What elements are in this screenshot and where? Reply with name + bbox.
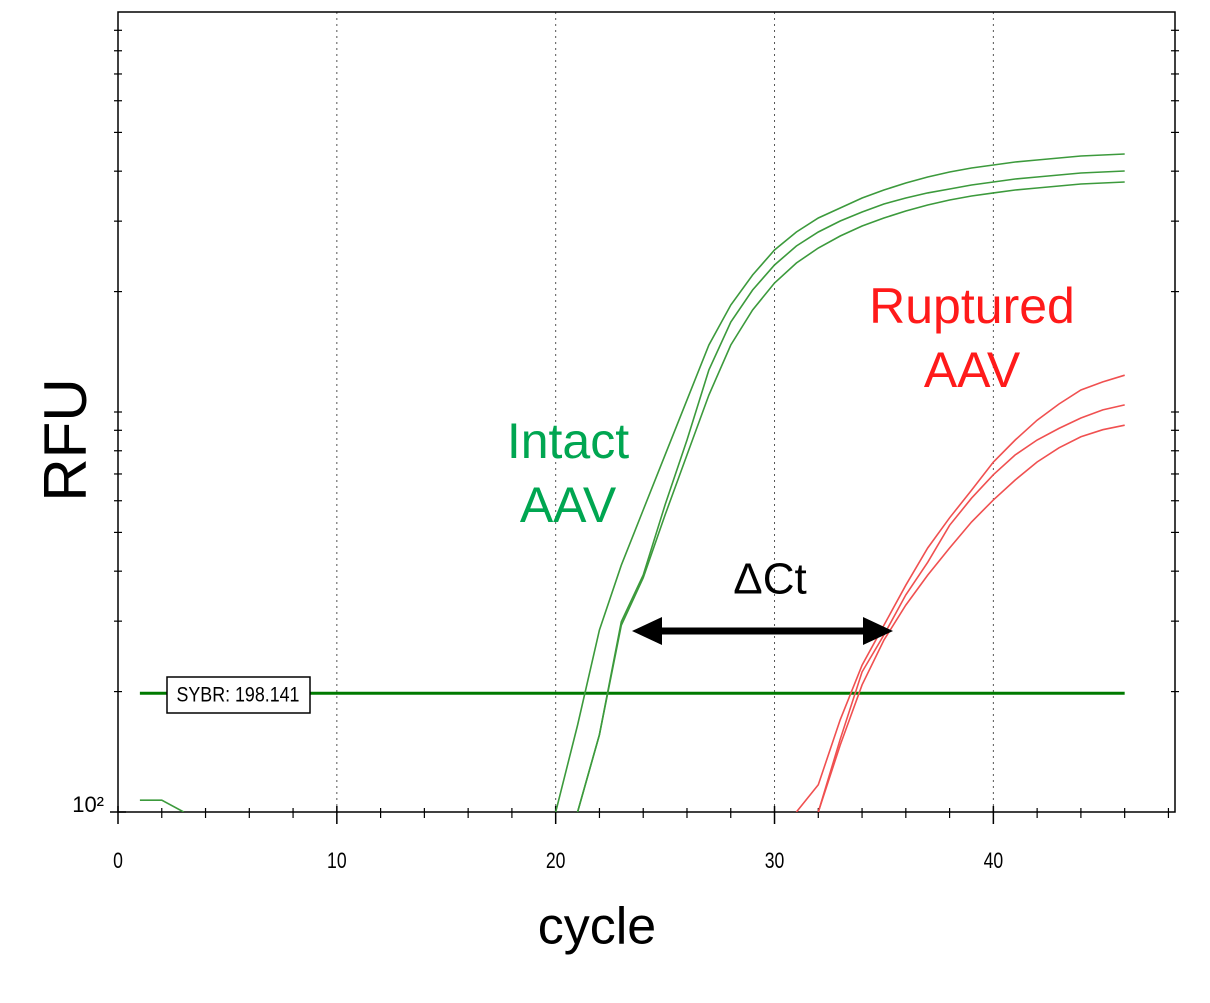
x-tick-label: 20 xyxy=(546,849,566,873)
x-tick-label: 10 xyxy=(327,849,347,873)
series-group xyxy=(139,153,1125,812)
y-axis-label: RFU xyxy=(32,378,99,501)
amplification-curve xyxy=(139,153,1125,812)
annotation: Ruptured xyxy=(869,278,1075,334)
threshold-label: SYBR: 198.141 xyxy=(177,683,300,707)
x-axis-label: cycle xyxy=(538,898,656,956)
y-tick-label: 10² xyxy=(72,792,104,817)
x-tick-label: 0 xyxy=(113,849,123,873)
plot-frame xyxy=(117,11,1176,813)
x-tick-label: 30 xyxy=(765,849,785,873)
annotation: Intact xyxy=(507,413,629,469)
amplification-curve xyxy=(576,170,1125,812)
amplification-curve xyxy=(817,424,1125,812)
arrow-head xyxy=(863,617,893,645)
amplification-curve xyxy=(795,374,1125,812)
arrow-head xyxy=(632,617,662,645)
annotation: ΔCt xyxy=(733,555,806,604)
x-tick-label: 40 xyxy=(984,849,1004,873)
amplification-curve xyxy=(576,181,1125,812)
annotation: AAV xyxy=(924,342,1021,398)
threshold-label-box xyxy=(166,676,311,714)
amplification-curve xyxy=(817,404,1125,812)
annotation: AAV xyxy=(520,477,617,533)
